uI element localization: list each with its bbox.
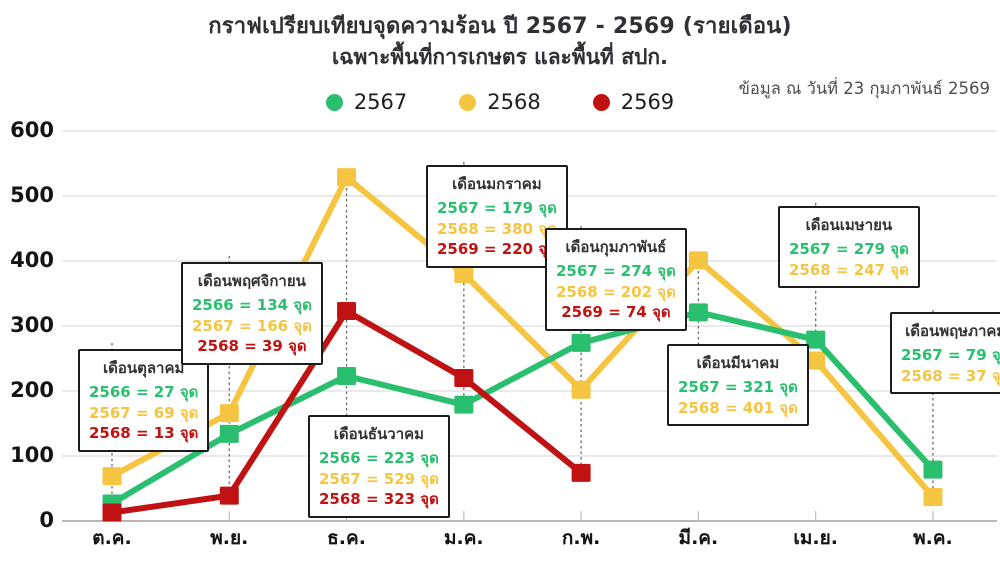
chart-subtitle: เฉพาะพื้นที่การเกษตร และพื้นที่ สปก. bbox=[331, 45, 669, 69]
annotation-value-row: 2567 = 79 จุด bbox=[901, 346, 1000, 364]
legend-dot-green-icon bbox=[325, 93, 343, 111]
marker-2569-4 bbox=[571, 463, 591, 482]
marker-2568-0 bbox=[102, 467, 122, 486]
annotation-box-4: เดือนกุมภาพันธ์ 2567 = 274 จุด 2568 = 202 … bbox=[545, 228, 687, 332]
marker-2568-3 bbox=[454, 265, 474, 283]
x-label-4: ก.พ. bbox=[561, 527, 601, 549]
x-label-1: พ.ย. bbox=[210, 527, 249, 549]
legend-dot-yellow-icon bbox=[459, 93, 477, 111]
annotation-value-row: 2569 = 220 จุด bbox=[437, 240, 557, 259]
marker-2567-4 bbox=[571, 333, 591, 352]
annotation-box-1: เดือนพฤศจิกายน 2566 = 134 จุด 2567 = 166 จ… bbox=[181, 262, 323, 366]
annotation-value-row: 2567 = 166 จุด bbox=[192, 316, 312, 335]
annotation-box-0: เดือนตุลาคม 2566 = 27 จุด 2567 = 69 จุด 256… bbox=[78, 349, 210, 453]
y-tick-200: 200 bbox=[10, 378, 54, 402]
x-label-2: ธ.ค. bbox=[327, 527, 366, 549]
legend-item-2568[interactable]: 2568 bbox=[459, 90, 541, 114]
marker-2569-3 bbox=[454, 369, 474, 387]
marker-2568-1 bbox=[219, 404, 239, 423]
annotation-value-row: 2568 = 401 จุด bbox=[678, 398, 798, 417]
annotation-value-row: 2568 = 202 จุด bbox=[556, 282, 676, 301]
annotation-box-5: เดือนมีนาคม 2567 = 321 จุด 2568 = 401 จุด bbox=[667, 344, 809, 427]
series-line-2568 bbox=[109, 174, 936, 500]
annotation-month-title: เดือนธันวาคม bbox=[333, 425, 425, 443]
marker-2568-4 bbox=[571, 380, 591, 399]
marker-2567-2 bbox=[337, 367, 357, 386]
annotation-box-6: เดือนเมษายน 2567 = 279 จุด 2568 = 247 จุด bbox=[778, 206, 920, 289]
annotation-value-row: 2567 = 529 จุด bbox=[319, 469, 439, 488]
annotation-box-3: เดือนมกราคม 2567 = 179 จุด 2568 = 380 จุด 2… bbox=[426, 165, 568, 269]
annotation-month-title: เดือนเมษายน bbox=[805, 216, 893, 234]
marker-2568-2 bbox=[337, 168, 357, 187]
annotation-value-row: 2566 = 27 จุด bbox=[89, 383, 199, 401]
marker-2568-6 bbox=[806, 351, 826, 370]
annotation-box-2: เดือนธันวาคม 2566 = 223 จุด 2567 = 529 จุด… bbox=[308, 415, 450, 519]
annotation-value-row: 2567 = 279 จุด bbox=[789, 240, 909, 258]
legend-label-2569: 2569 bbox=[620, 90, 675, 114]
marker-2569-1 bbox=[219, 486, 239, 505]
legend-dot-red-icon bbox=[592, 93, 610, 111]
annotation-month-title: เดือนพฤษภาคม bbox=[905, 322, 1000, 340]
legend: 2567 2568 2569 bbox=[0, 90, 1000, 114]
y-tick-600: 600 bbox=[10, 118, 54, 142]
annotation-value-row: 2568 = 247 จุด bbox=[789, 260, 909, 279]
annotation-month-title: เดือนมีนาคม bbox=[696, 354, 780, 372]
marker-2568-5 bbox=[688, 251, 708, 270]
annotation-value-row: 2568 = 39 จุด bbox=[197, 337, 307, 356]
x-label-5: มี.ค. bbox=[678, 527, 719, 549]
annotation-value-row: 2568 = 380 จุด bbox=[437, 219, 557, 238]
chart-title: กราฟเปรียบเทียบจุดความร้อน ปี 2567 - 256… bbox=[208, 14, 792, 39]
annotation-value-row: 2568 = 323 จุด bbox=[319, 490, 439, 509]
annotation-month-title: เดือนกุมภาพันธ์ bbox=[565, 238, 667, 256]
legend-label-2568: 2568 bbox=[487, 90, 541, 114]
annotation-value-row: 2567 = 274 จุด bbox=[556, 262, 676, 280]
annotation-month-title: เดือนพฤศจิกายน bbox=[197, 272, 306, 290]
x-label-6: เม.ย. bbox=[793, 527, 838, 549]
marker-2569-0 bbox=[102, 503, 122, 522]
y-tick-400: 400 bbox=[10, 248, 54, 272]
annotation-month-title: เดือนมกราคม bbox=[452, 175, 542, 193]
y-tick-100: 100 bbox=[10, 443, 54, 467]
x-label-7: พ.ค. bbox=[913, 527, 953, 549]
marker-2567-1 bbox=[219, 424, 239, 443]
x-label-0: ต.ค. bbox=[92, 527, 132, 549]
marker-2567-3 bbox=[454, 395, 474, 414]
annotation-month-title: เดือนตุลาคม bbox=[102, 359, 185, 377]
annotation-value-row: 2568 = 37 จุด bbox=[901, 366, 1000, 385]
x-label-3: ม.ค. bbox=[443, 527, 484, 549]
data-as-of-date: ข้อมูล ณ วันที่ 23 กุมภาพันธ์ 2569 bbox=[738, 79, 990, 98]
annotation-value-row: 2567 = 179 จุด bbox=[437, 199, 557, 217]
annotation-value-row: 2568 = 13 จุด bbox=[89, 424, 199, 443]
annotation-value-row: 2566 = 223 จุด bbox=[319, 449, 439, 467]
annotation-value-row: 2566 = 134 จุด bbox=[192, 296, 312, 314]
legend-label-2567: 2567 bbox=[353, 90, 408, 114]
annotation-value-row: 2567 = 69 จุด bbox=[89, 403, 199, 422]
legend-item-2567[interactable]: 2567 bbox=[325, 90, 408, 114]
series-line-2567 bbox=[109, 309, 936, 507]
marker-2567-6 bbox=[806, 330, 826, 349]
marker-2568-7 bbox=[923, 487, 943, 506]
annotation-box-7: เดือนพฤษภาคม 2567 = 79 จุด 2568 = 37 จุด bbox=[890, 312, 1000, 395]
annotation-value-row: 2569 = 74 จุด bbox=[561, 303, 671, 322]
y-tick-500: 500 bbox=[10, 183, 54, 207]
y-tick-0: 0 bbox=[39, 508, 54, 532]
y-tick-300: 300 bbox=[10, 313, 54, 337]
legend-item-2569[interactable]: 2569 bbox=[592, 90, 675, 114]
marker-2567-5 bbox=[688, 303, 708, 322]
marker-2569-2 bbox=[337, 302, 357, 321]
marker-2567-7 bbox=[923, 460, 943, 479]
annotation-value-row: 2567 = 321 จุด bbox=[678, 378, 798, 396]
